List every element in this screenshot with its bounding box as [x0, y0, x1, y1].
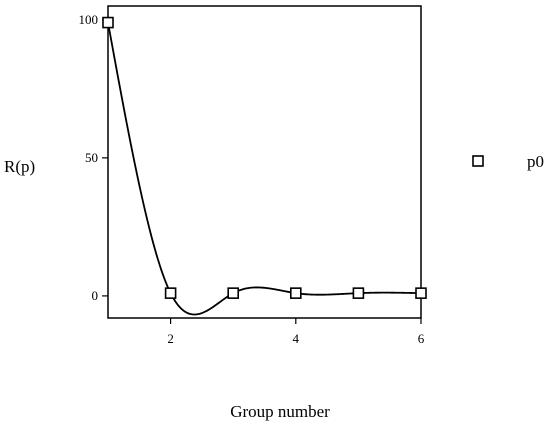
data-point	[415, 287, 427, 299]
data-point	[227, 287, 239, 299]
x-tick-label: 2	[167, 331, 174, 346]
legend-label: p0	[527, 152, 544, 171]
x-axis-title: Group number	[230, 402, 330, 421]
y-axis-ticks: 0 50 100	[79, 12, 108, 303]
y-tick-label: 100	[79, 12, 99, 27]
plot-frame	[107, 5, 422, 319]
series-curve	[107, 22, 422, 316]
series-markers	[102, 16, 427, 299]
y-tick-label: 50	[85, 150, 98, 165]
data-point	[352, 287, 365, 299]
y-tick-label: 0	[92, 288, 99, 303]
data-point	[164, 287, 177, 299]
data-point	[102, 16, 114, 29]
x-tick-label: 6	[418, 331, 425, 346]
x-tick-label: 4	[293, 331, 300, 346]
legend-marker	[472, 155, 484, 167]
y-axis-title: R(p)	[4, 157, 35, 176]
data-point	[289, 287, 302, 299]
x-axis-ticks: 2 4 6	[167, 318, 425, 346]
